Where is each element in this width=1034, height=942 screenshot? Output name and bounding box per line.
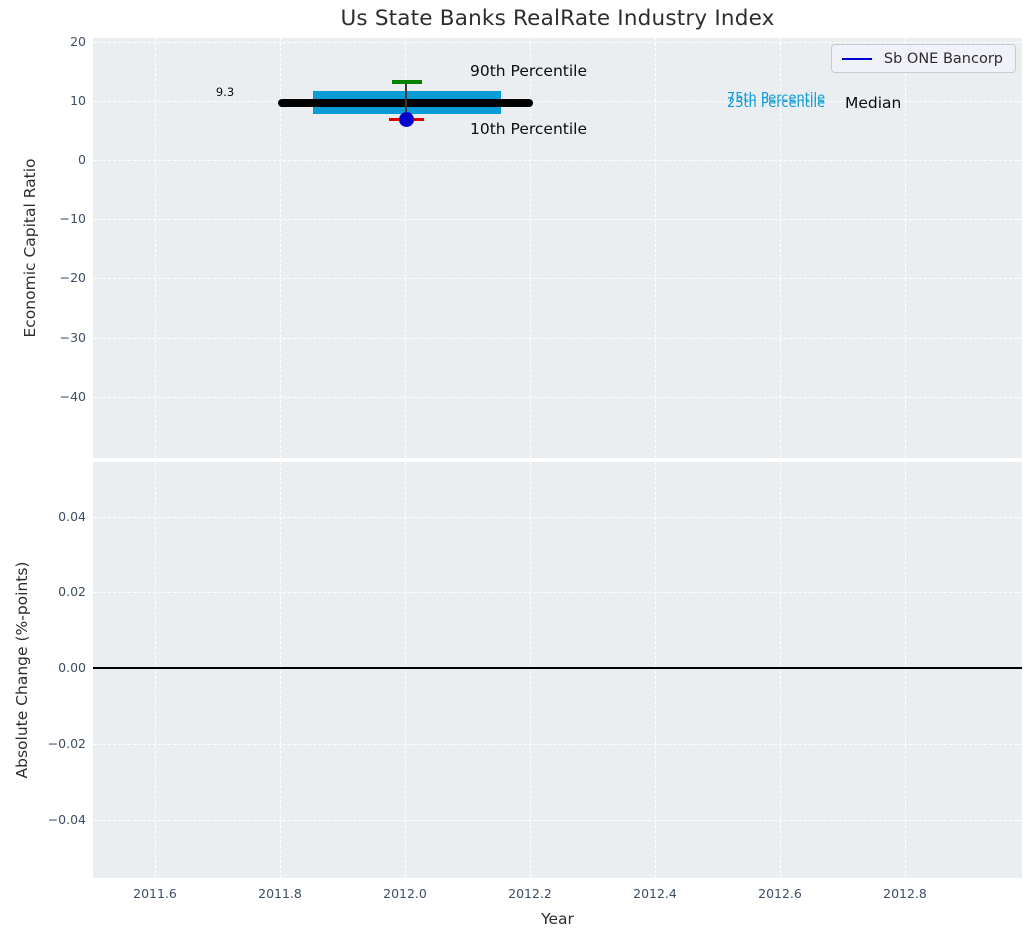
legend-line-swatch bbox=[841, 57, 872, 60]
ytick-top: 0 bbox=[78, 152, 86, 167]
chart-title: Us State Banks RealRate Industry Index bbox=[340, 6, 775, 31]
gridline bbox=[93, 278, 1022, 279]
gridline bbox=[93, 101, 1022, 102]
ytick-top: 20 bbox=[70, 34, 86, 49]
bottom-ylabel: Absolute Change (%-points) bbox=[13, 561, 31, 779]
gridline bbox=[655, 462, 656, 878]
ytick-top: −30 bbox=[59, 330, 86, 345]
gridline bbox=[655, 38, 656, 458]
xtick: 2011.6 bbox=[133, 886, 177, 901]
gridline bbox=[93, 219, 1022, 220]
gridline bbox=[280, 462, 281, 878]
median-value-label: 9.3 bbox=[215, 85, 235, 99]
gridline bbox=[155, 462, 156, 878]
top-ylabel: Economic Capital Ratio bbox=[21, 158, 39, 338]
xtick: 2012.4 bbox=[633, 886, 677, 901]
ytick-bottom: 0.04 bbox=[58, 509, 86, 524]
gridline bbox=[93, 42, 1022, 43]
gridline bbox=[93, 744, 1022, 745]
gridline bbox=[155, 38, 156, 458]
bottom-axes bbox=[93, 462, 1022, 878]
ytick-bottom: −0.04 bbox=[47, 812, 86, 827]
p75-annotation: 75th Percentile bbox=[726, 91, 826, 106]
xtick: 2012.0 bbox=[383, 886, 427, 901]
xtick: 2011.8 bbox=[258, 886, 302, 901]
p25-annotation: 25th Percentile bbox=[726, 96, 826, 111]
gridline bbox=[905, 462, 906, 878]
gridline bbox=[530, 38, 531, 458]
gridline bbox=[405, 462, 406, 878]
gridline bbox=[280, 38, 281, 458]
ytick-top: −40 bbox=[59, 389, 86, 404]
whisker-line bbox=[405, 81, 407, 119]
gridline bbox=[405, 38, 406, 458]
gridline bbox=[780, 38, 781, 458]
gridline bbox=[93, 397, 1022, 398]
median-annotation: Median bbox=[845, 94, 902, 112]
legend: Sb ONE Bancorp bbox=[830, 44, 1016, 73]
xtick: 2012.8 bbox=[883, 886, 927, 901]
xlabel: Year bbox=[541, 910, 574, 928]
gridline bbox=[93, 820, 1022, 821]
gridline bbox=[780, 462, 781, 878]
legend-label: Sb ONE Bancorp bbox=[883, 50, 1003, 67]
p10-annotation: 10th Percentile bbox=[470, 120, 588, 138]
gridline bbox=[93, 160, 1022, 161]
gridline bbox=[93, 592, 1022, 593]
xtick: 2012.2 bbox=[508, 886, 552, 901]
gridline bbox=[93, 517, 1022, 518]
ytick-bottom: 0.00 bbox=[58, 660, 86, 675]
zero-line bbox=[93, 667, 1022, 669]
xtick: 2012.6 bbox=[758, 886, 802, 901]
ytick-top: −10 bbox=[59, 211, 86, 226]
p90-cap bbox=[392, 80, 422, 84]
p90-annotation: 90th Percentile bbox=[470, 62, 588, 80]
ytick-bottom: −0.02 bbox=[47, 736, 86, 751]
company-data-point bbox=[398, 111, 414, 127]
top-axes: 9.3 90th Percentile 10th Percentile 75th… bbox=[93, 38, 1022, 458]
ytick-bottom: 0.02 bbox=[58, 584, 86, 599]
gridline bbox=[530, 462, 531, 878]
ytick-top: −20 bbox=[59, 270, 86, 285]
gridline bbox=[905, 38, 906, 458]
gridline bbox=[93, 338, 1022, 339]
ytick-top: 10 bbox=[70, 93, 86, 108]
